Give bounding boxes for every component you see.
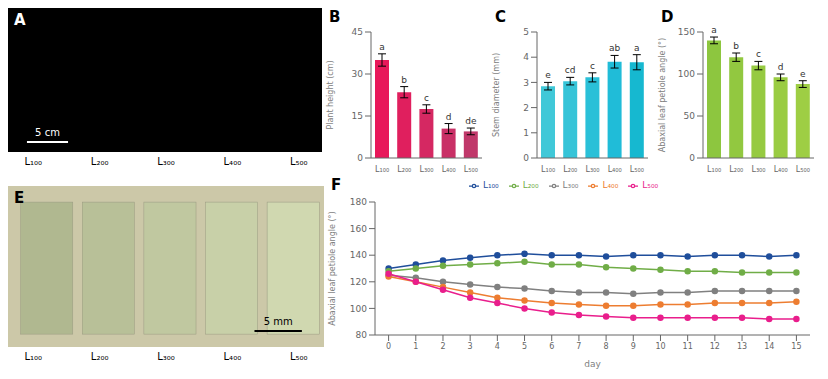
svg-text:c: c [756, 49, 761, 59]
svg-text:3: 3 [523, 78, 529, 88]
svg-text:0: 0 [386, 342, 391, 351]
svg-text:L₄₀₀: L₄₀₀ [224, 156, 242, 167]
svg-text:d: d [778, 62, 784, 72]
svg-text:L₁₀₀: L₁₀₀ [707, 165, 721, 174]
svg-text:3: 3 [468, 342, 473, 351]
html-text:L₅₀₀: L₅₀₀ [642, 180, 659, 190]
svg-text:14: 14 [764, 342, 774, 351]
svg-text:L₅₀₀: L₅₀₀ [796, 165, 810, 174]
svg-text:L₅₀₀: L₅₀₀ [464, 165, 478, 174]
svg-text:5 cm: 5 cm [35, 127, 60, 138]
svg-text:a: a [711, 25, 717, 35]
svg-text:L₃₀₀: L₃₀₀ [419, 165, 433, 174]
svg-text:L₃₀₀: L₃₀₀ [585, 165, 599, 174]
svg-text:180: 180 [350, 197, 367, 207]
svg-text:10: 10 [655, 342, 665, 351]
svg-text:a: a [379, 42, 385, 52]
svg-text:L₂₀₀: L₂₀₀ [729, 165, 743, 174]
svg-text:15: 15 [352, 111, 363, 121]
svg-text:Stem diameter (mm): Stem diameter (mm) [492, 53, 501, 137]
svg-text:L₂₀₀: L₂₀₀ [91, 351, 109, 362]
html-text:B: B [329, 8, 341, 26]
svg-text:L₅₀₀: L₅₀₀ [290, 351, 308, 362]
html-text:C: C [495, 8, 506, 26]
svg-text:2: 2 [523, 103, 529, 113]
svg-text:e: e [545, 70, 551, 80]
svg-text:6: 6 [549, 342, 554, 351]
svg-text:L₃₀₀: L₃₀₀ [751, 165, 765, 174]
svg-text:L₅₀₀: L₅₀₀ [290, 156, 308, 167]
svg-text:50: 50 [684, 111, 696, 121]
svg-text:5: 5 [522, 342, 527, 351]
svg-text:L₅₀₀: L₅₀₀ [630, 165, 644, 174]
svg-text:30: 30 [352, 69, 364, 79]
svg-text:L₁₀₀: L₁₀₀ [541, 165, 555, 174]
svg-text:15: 15 [791, 342, 801, 351]
svg-text:4: 4 [523, 52, 529, 62]
html-text:L₃₀₀: L₃₀₀ [562, 180, 579, 190]
svg-text:160: 160 [350, 224, 367, 234]
svg-text:L₄₀₀: L₄₀₀ [442, 165, 456, 174]
svg-text:1: 1 [523, 128, 529, 138]
svg-text:de: de [465, 116, 477, 126]
svg-text:150: 150 [678, 27, 695, 37]
svg-text:2: 2 [440, 342, 445, 351]
svg-text:45: 45 [352, 27, 363, 37]
svg-text:L₃₀₀: L₃₀₀ [157, 156, 175, 167]
svg-text:E: E [14, 189, 24, 207]
svg-text:e: e [800, 69, 806, 79]
svg-text:11: 11 [683, 342, 693, 351]
svg-text:13: 13 [737, 342, 747, 351]
svg-text:L₄₀₀: L₄₀₀ [224, 351, 242, 362]
svg-text:80: 80 [356, 330, 368, 340]
html-text:D: D [661, 8, 674, 26]
svg-text:L₁₀₀: L₁₀₀ [24, 156, 42, 167]
html-text:L₄₀₀: L₄₀₀ [602, 180, 619, 190]
svg-text:cd: cd [565, 65, 576, 75]
svg-text:L₄₀₀: L₄₀₀ [774, 165, 788, 174]
svg-text:140: 140 [350, 250, 367, 260]
svg-text:9: 9 [631, 342, 636, 351]
svg-text:8: 8 [604, 342, 609, 351]
svg-text:A: A [14, 11, 26, 29]
svg-text:c: c [424, 93, 429, 103]
svg-text:4: 4 [495, 342, 500, 351]
svg-text:L₂₀₀: L₂₀₀ [563, 165, 577, 174]
svg-text:5: 5 [523, 27, 529, 37]
html-text:L₂₀₀: L₂₀₀ [522, 180, 539, 190]
svg-text:a: a [634, 43, 640, 53]
svg-text:b: b [733, 41, 739, 51]
svg-text:0: 0 [357, 153, 363, 163]
svg-text:100: 100 [678, 69, 695, 79]
svg-text:Abaxial leaf petiole angle (°): Abaxial leaf petiole angle (°) [328, 211, 337, 325]
svg-text:1: 1 [413, 342, 418, 351]
html-text:L₁₀₀: L₁₀₀ [482, 180, 499, 190]
svg-text:5 mm: 5 mm [264, 316, 293, 327]
svg-text:L₂₀₀: L₂₀₀ [397, 165, 411, 174]
svg-text:d: d [446, 112, 452, 122]
svg-text:L₂₀₀: L₂₀₀ [91, 156, 109, 167]
html-text:F: F [331, 176, 342, 194]
svg-text:0: 0 [689, 153, 695, 163]
svg-text:L₃₀₀: L₃₀₀ [157, 351, 175, 362]
svg-text:Plant height (cm): Plant height (cm) [326, 60, 335, 129]
svg-text:c: c [590, 61, 595, 71]
svg-text:7: 7 [576, 342, 581, 351]
svg-text:0: 0 [523, 153, 529, 163]
svg-text:L₁₀₀: L₁₀₀ [375, 165, 389, 174]
svg-text:L₄₀₀: L₄₀₀ [608, 165, 622, 174]
svg-text:Abaxial leaf petiole angle (°): Abaxial leaf petiole angle (°) [658, 38, 667, 152]
svg-text:b: b [401, 75, 407, 85]
svg-text:120: 120 [350, 277, 367, 287]
svg-text:ab: ab [609, 43, 621, 53]
svg-text:12: 12 [710, 342, 720, 351]
svg-text:L₁₀₀: L₁₀₀ [24, 351, 42, 362]
svg-text:day: day [584, 359, 601, 369]
svg-text:100: 100 [350, 304, 367, 314]
